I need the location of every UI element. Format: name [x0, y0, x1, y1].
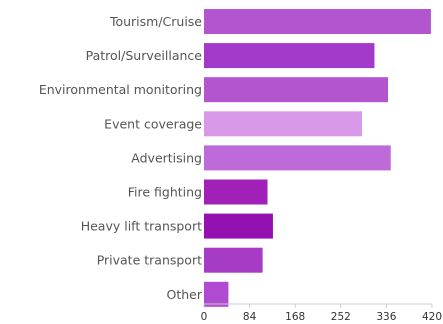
- bar-fire-fighting: [204, 179, 268, 205]
- category-label-heavy-lift-transport: Heavy lift transport: [81, 219, 202, 234]
- x-tick-label: 0: [201, 311, 208, 323]
- bar-private-transport: [204, 247, 263, 273]
- bar-patrol-surveillance: [204, 43, 375, 69]
- category-label-environmental-monitoring: Environmental monitoring: [39, 82, 202, 97]
- x-axis-ticks: 0 84 168 252 336 420: [201, 304, 442, 323]
- x-tick-label: 168: [285, 311, 305, 323]
- bar-advertising: [204, 145, 391, 171]
- bar-tourism-cruise: [204, 9, 431, 34]
- x-tick-label: 336: [376, 311, 396, 323]
- x-tick-label: 252: [331, 311, 351, 323]
- category-labels: Tourism/Cruise Patrol/Surveillance Environ…: [39, 14, 203, 302]
- bar-environmental-monitoring: [204, 77, 389, 103]
- category-label-other: Other: [167, 287, 203, 302]
- category-label-fire-fighting: Fire fighting: [128, 185, 202, 200]
- x-tick-label: 84: [243, 311, 257, 323]
- category-label-patrol-surveillance: Patrol/Surveillance: [86, 48, 203, 63]
- x-tick-label: 420: [422, 311, 442, 323]
- category-label-private-transport: Private transport: [97, 253, 202, 268]
- bar-other: [204, 281, 229, 307]
- category-label-advertising: Advertising: [131, 150, 202, 165]
- bar-event-coverage: [204, 111, 362, 137]
- bar-heavy-lift-transport: [204, 213, 273, 239]
- bars-group: [204, 9, 431, 307]
- category-label-tourism-cruise: Tourism/Cruise: [109, 14, 202, 29]
- category-label-event-coverage: Event coverage: [104, 116, 202, 131]
